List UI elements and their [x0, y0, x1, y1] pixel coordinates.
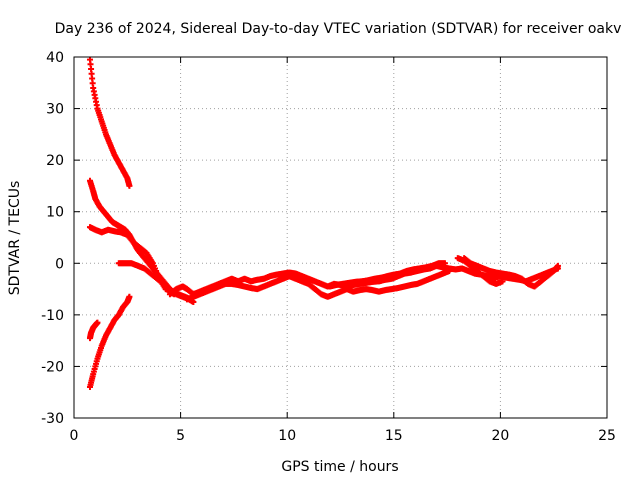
y-axis-label: SDTVAR / TECUs: [7, 181, 23, 296]
series-track-h: [183, 268, 453, 303]
y-tick-label: -10: [41, 308, 64, 324]
series-track-i: [326, 260, 448, 290]
x-tick-label: 0: [70, 428, 79, 444]
data-point: [126, 182, 133, 189]
y-tick-label: 0: [55, 256, 64, 272]
data-point: [94, 319, 101, 326]
y-tick-label: -30: [41, 411, 64, 427]
data-marks: [86, 56, 561, 391]
y-tick-label: 30: [46, 102, 64, 118]
series-track-k: [461, 255, 561, 290]
y-tick-label: -20: [41, 359, 64, 375]
data-point: [554, 262, 561, 269]
chart-title: Day 236 of 2024, Sidereal Day-to-day VTE…: [55, 21, 622, 37]
ticks: 0 5 10 15 20 25 -30 -20 -10 0 10 20 30 40: [41, 50, 616, 444]
y-tick-label: 20: [46, 153, 64, 169]
data-point: [446, 268, 453, 275]
x-tick-label: 10: [278, 428, 296, 444]
y-tick-label: 40: [46, 50, 64, 66]
x-tick-label: 25: [598, 428, 616, 444]
x-axis-label: GPS time / hours: [281, 459, 398, 475]
y-tick-label: 10: [46, 205, 64, 221]
x-tick-label: 20: [491, 428, 509, 444]
series-track-d: [86, 319, 101, 342]
series-track-e: [86, 293, 133, 391]
x-tick-label: 15: [385, 428, 403, 444]
data-point: [441, 260, 448, 267]
data-point: [499, 278, 506, 285]
plot-frame: [73, 56, 608, 419]
data-point: [126, 293, 133, 300]
grid: [74, 57, 607, 418]
x-tick-label: 5: [176, 428, 185, 444]
series-track-a: [86, 56, 133, 189]
